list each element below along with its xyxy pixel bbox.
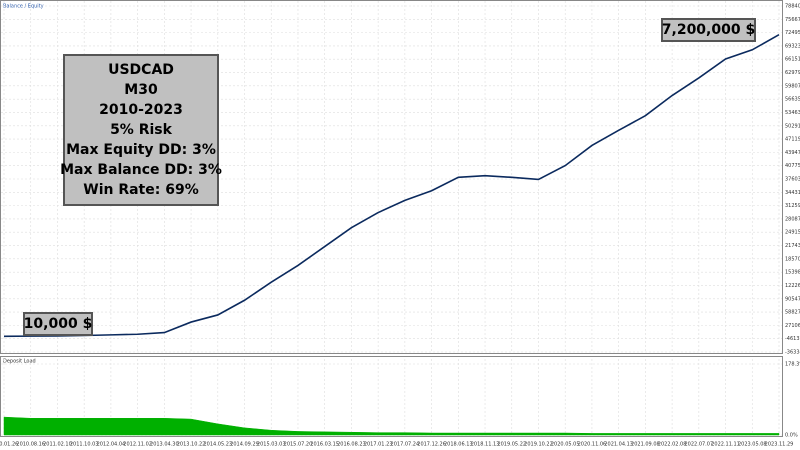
y-tick-label: 271068 [785,323,800,329]
info-text: Win Rate: 69% [83,182,198,198]
y-tick-label: 4711945 [785,137,800,143]
y-tick-label: 3760329 [785,176,800,182]
info-text: Max Balance DD: 3% [60,162,222,178]
y-tick-label: 5980767 [785,83,800,89]
y-tick-label: 1857096 [785,256,800,262]
y-tick-label: 178.3% [785,362,800,368]
x-tick-label: 2023.05.08 [738,442,767,448]
y-tick-label: 588274 [785,310,800,316]
x-tick-label: 2010.01.26 [0,442,18,448]
x-tick-label: 2018.11.13 [471,442,500,448]
legend: Balance / Equity [3,4,44,10]
annotation: 7,200,000 $ [662,22,755,38]
y-tick-label: 2491507 [785,230,800,236]
x-tick-label: 2016.08.23 [337,442,366,448]
y-tick-label: 4394740 [785,150,800,156]
x-tick-label: 2012.04.04 [97,442,126,448]
y-tick-label: 4077534 [785,163,800,169]
info-text: M30 [124,82,158,98]
x-tick-label: 2019.05.22 [497,442,526,448]
x-tick-label: 2017.12.26 [417,442,446,448]
y-tick-label: 2174301 [785,243,800,249]
x-tick-label: 2019.10.22 [524,442,553,448]
info-text: Max Equity DD: 3% [66,142,216,158]
y-tick-label: 6615178 [785,57,800,63]
y-tick-label: 6297973 [785,70,800,76]
y-tick-label: 3125918 [785,203,800,209]
y-tick-label: 5663562 [785,97,800,103]
y-tick-label: 6932383 [785,43,800,49]
info-box [63,54,219,206]
load-area [3,416,780,436]
x-tick-label: 2010.08.16 [16,442,45,448]
x-tick-label: 2022.11.11 [711,442,740,448]
balance-line [3,33,780,338]
y-tick-label: 7884000 [785,4,800,10]
info-text: 5% Risk [110,122,173,138]
x-tick-label: 2017.07.24 [391,442,420,448]
x-tick-label: 2020.11.06 [578,442,607,448]
x-tick-label: 2013.04.30 [150,442,179,448]
x-tick-label: 2020.05.05 [551,442,580,448]
x-tick-label: 2016.03.15 [310,442,339,448]
x-tick-label: 2011.10.03 [70,442,99,448]
info-text: USDCAD [108,62,174,78]
annotation-box [23,312,93,336]
y-tick-label: 7249589 [785,30,800,36]
annotation-box [661,18,756,42]
info-text: 2010-2023 [99,102,183,118]
y-tick-label: 1539890 [785,270,800,276]
y-tick-label: -363343 [785,350,800,356]
x-tick-label: 2014.05.23 [203,442,232,448]
y-tick-label: -46137 [785,336,800,342]
x-tick-label: 2018.06.13 [444,442,473,448]
y-tick-label: 1222685 [785,283,800,289]
x-tick-label: 2023.11.29 [765,442,794,448]
x-tick-label: 2015.07.20 [284,442,313,448]
y-tick-label: 5029151 [785,123,800,129]
x-tick-label: 2022.07.07 [685,442,714,448]
x-tick-label: 2022.02.08 [658,442,687,448]
x-tick-label: 2021.04.13 [604,442,633,448]
x-tick-label: 2015.03.03 [257,442,286,448]
y-tick-label: 3443123 [785,190,800,196]
y-tick-label: 0.0% [785,433,798,439]
y-tick-label: 2808712 [785,216,800,222]
y-tick-label: 905479 [785,296,800,302]
x-tick-label: 2012.11.02 [123,442,152,448]
x-tick-label: 2021.09.08 [631,442,660,448]
x-tick-label: 2011.02.10 [43,442,72,448]
x-tick-label: 2017.01.23 [364,442,393,448]
x-tick-label: 2013.10.22 [177,442,206,448]
x-tick-label: 2014.09.29 [230,442,259,448]
legend: Deposit Load [3,359,36,365]
annotation: 10,000 $ [24,316,93,332]
y-tick-label: 7566794 [785,17,800,23]
